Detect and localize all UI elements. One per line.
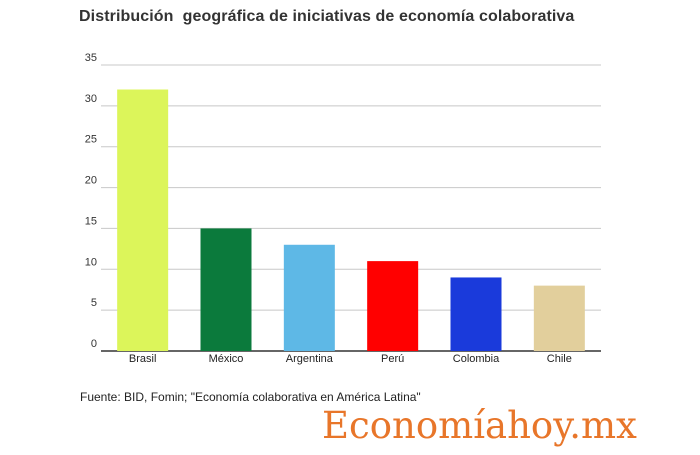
brand-logo: Economíahoy.mx xyxy=(322,403,637,449)
x-tick-label-brasil: Brasil xyxy=(129,353,157,365)
bar-argentina xyxy=(283,244,335,351)
y-tick-label-35: 35 xyxy=(85,52,97,64)
bar-brasil xyxy=(117,89,169,351)
y-tick-label-20: 20 xyxy=(85,175,97,187)
y-tick-label-10: 10 xyxy=(85,256,97,268)
y-tick-label-0: 0 xyxy=(91,338,97,350)
bar-méxico xyxy=(200,228,252,351)
x-tick-label-colombia: Colombia xyxy=(453,353,500,365)
x-tick-label-chile: Chile xyxy=(547,353,572,365)
y-tick-label-30: 30 xyxy=(85,93,97,105)
brand-logo-part-2: hoy.mx xyxy=(507,404,637,447)
y-tick-label-25: 25 xyxy=(85,134,97,146)
y-axis-tick-labels: 0 5 10 15 20 25 30 35 xyxy=(85,52,97,350)
bars xyxy=(117,89,585,351)
x-axis-tick-labels: Brasil México Argentina Perú Colombia Chile xyxy=(129,353,572,365)
gridlines xyxy=(101,64,601,352)
x-tick-label-perú: Perú xyxy=(381,353,404,365)
bar-colombia xyxy=(450,277,502,351)
y-tick-label-15: 15 xyxy=(85,215,97,227)
bar-chile xyxy=(533,285,585,351)
x-tick-label-méxico: México xyxy=(209,353,244,365)
x-tick-label-argentina: Argentina xyxy=(286,353,334,365)
bar-perú xyxy=(367,261,419,351)
chart-title: Distribución geográfica de iniciativas d… xyxy=(79,8,575,25)
brand-logo-part-1: Economía xyxy=(322,404,508,447)
source-note: Fuente: BID, Fomin; "Economía colaborati… xyxy=(80,390,421,404)
y-tick-label-5: 5 xyxy=(91,297,97,309)
